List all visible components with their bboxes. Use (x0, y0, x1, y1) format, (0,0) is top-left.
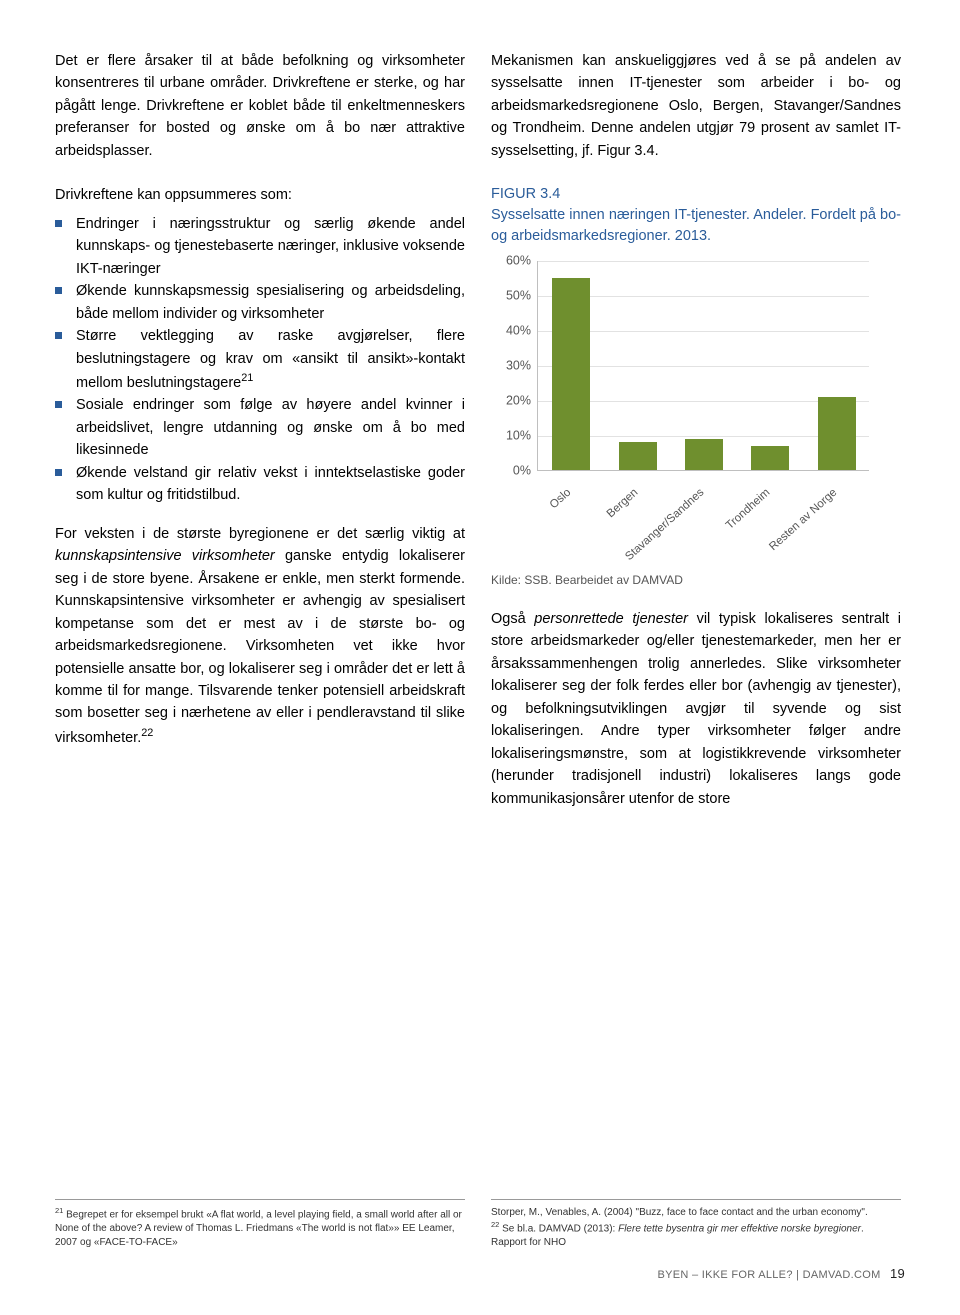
list-item: Større vektlegging av raske avgjørelser,… (55, 325, 465, 394)
x-axis-label: Trondheim (723, 485, 775, 535)
y-axis-label: 60% (491, 252, 531, 271)
x-axis-label: Resten av Norge (766, 485, 842, 556)
y-axis-label: 50% (491, 287, 531, 306)
list-item: Sosiale endringer som følge av høyere an… (55, 394, 465, 461)
x-axis-label: Bergen (603, 485, 642, 523)
footnote-left: 21 Begrepet er for eksempel brukt «A fla… (55, 1199, 465, 1249)
list-item: Endringer i næringsstruktur og særlig øk… (55, 213, 465, 280)
footnote-right: Storper, M., Venables, A. (2004) "Buzz, … (491, 1199, 901, 1249)
figure-caption: Sysselsatte innen næringen IT-tjenester.… (491, 207, 901, 244)
drivers-intro: Drivkreftene kan oppsummeres som: (55, 184, 465, 206)
x-axis-label: Oslo (547, 485, 576, 514)
bar (818, 397, 856, 471)
bar (751, 446, 789, 471)
y-axis-label: 40% (491, 322, 531, 341)
bar (685, 439, 723, 471)
y-axis-label: 10% (491, 427, 531, 446)
right-body-text: Også personrettede tjenester vil typisk … (491, 608, 901, 810)
intro-left: Det er flere årsaker til at både befolkn… (55, 50, 465, 162)
page-number: 19 (890, 1266, 905, 1281)
bar (552, 278, 590, 471)
below-bullets: For veksten i de største byregionene er … (55, 523, 465, 750)
figure-number: FIGUR 3.4 (491, 186, 560, 202)
y-axis-label: 20% (491, 392, 531, 411)
figure-source: Kilde: SSB. Bearbeidet av DAMVAD (491, 571, 901, 590)
figure-title: FIGUR 3.4 Sysselsatte innen næringen IT-… (491, 184, 901, 247)
list-item: Økende velstand gir relativ vekst i innt… (55, 462, 465, 507)
drivers-list: Endringer i næringsstruktur og særlig øk… (55, 213, 465, 507)
bar (619, 442, 657, 470)
footer-text: BYEN – IKKE FOR ALLE? | DAMVAD.COM (657, 1269, 880, 1281)
bar-chart: 0%10%20%30%40%50%60%OsloBergenStavanger/… (491, 255, 901, 590)
intro-right: Mekanismen kan anskueliggjøres ved å se … (491, 50, 901, 162)
footnotes: 21 Begrepet er for eksempel brukt «A fla… (55, 1199, 905, 1249)
y-axis-label: 0% (491, 462, 531, 481)
y-axis-label: 30% (491, 357, 531, 376)
list-item: Økende kunnskapsmessig spesialisering og… (55, 280, 465, 325)
page-footer: BYEN – IKKE FOR ALLE? | DAMVAD.COM 19 (657, 1266, 905, 1281)
